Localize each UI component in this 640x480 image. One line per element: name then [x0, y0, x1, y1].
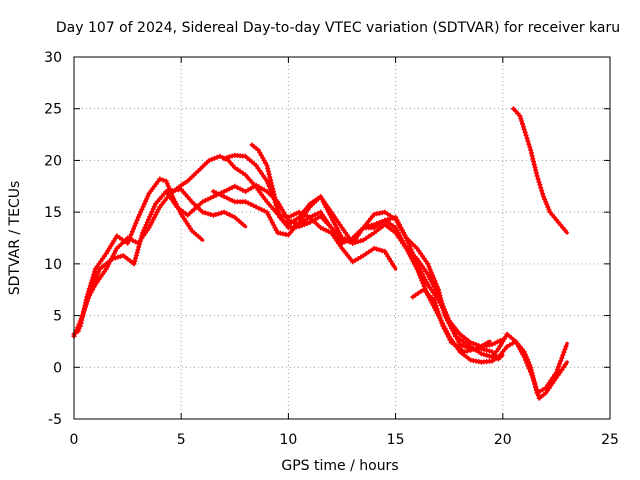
y-tick-label: 20 — [44, 153, 62, 169]
chart-title: Day 107 of 2024, Sidereal Day-to-day VTE… — [56, 20, 620, 36]
series-line — [72, 177, 205, 336]
series-3 — [75, 153, 398, 334]
y-tick-label: 0 — [53, 360, 62, 376]
y-tick-label: 10 — [44, 257, 62, 273]
x-tick-label: 20 — [494, 432, 512, 448]
series-point-markers — [410, 287, 490, 355]
x-tick-label: 0 — [70, 432, 79, 448]
y-tick-label: 15 — [44, 205, 62, 221]
y-tick-label: -5 — [48, 412, 62, 428]
x-tick-label: 5 — [177, 432, 186, 448]
y-tick-label: 25 — [44, 102, 62, 118]
x-tick-label: 15 — [387, 432, 405, 448]
series-point-markers — [511, 106, 568, 233]
series-8 — [410, 287, 492, 355]
series-point-markers — [75, 153, 397, 334]
series-line — [250, 143, 505, 361]
grid-lines — [74, 57, 610, 419]
series-point-markers — [221, 152, 503, 350]
series-7 — [249, 142, 505, 362]
y-axis-label: SDTVAR / TECUs — [7, 181, 23, 296]
series-point-markers — [163, 182, 569, 396]
series-4 — [163, 182, 569, 396]
series-line — [164, 183, 569, 395]
y-tick-label: 30 — [44, 50, 62, 66]
x-axis-label: GPS time / hours — [281, 458, 398, 474]
series-9 — [511, 106, 569, 235]
x-tick-label: 10 — [279, 432, 297, 448]
series-layer — [71, 106, 569, 401]
y-tick-label: 5 — [53, 309, 62, 325]
series-point-markers — [249, 142, 504, 362]
plot-frame — [73, 56, 611, 420]
series-6 — [221, 152, 505, 350]
x-tick-label: 25 — [601, 432, 619, 448]
axis-ticks: 0 5 10 15 20 25 -5 0 5 10 15 20 25 30 — [44, 50, 619, 448]
